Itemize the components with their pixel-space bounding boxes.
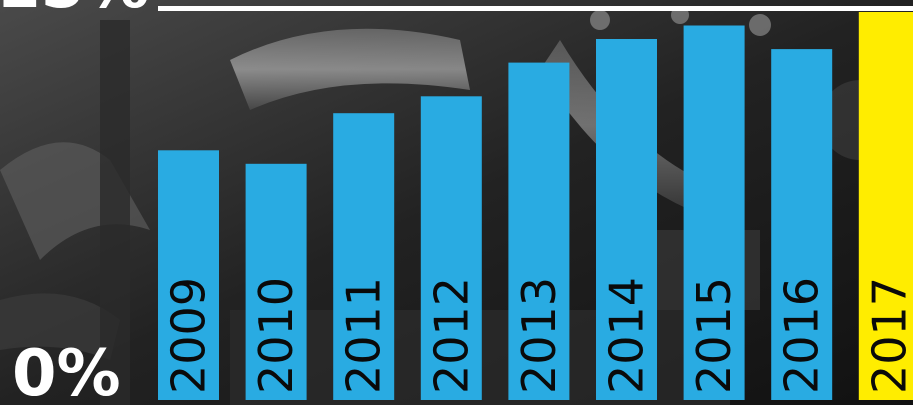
bar-label-2011: 2011 <box>337 277 391 394</box>
bar-2015 <box>683 25 745 400</box>
bar-label-2015: 2015 <box>687 277 741 394</box>
bar-label-2012: 2012 <box>424 277 478 394</box>
bar-label-2013: 2013 <box>512 277 566 394</box>
bar-2010 <box>245 163 307 400</box>
top-axis-rule <box>158 6 913 11</box>
bar-label-2016: 2016 <box>775 277 829 394</box>
bar-2013 <box>508 62 570 400</box>
bar-2016 <box>771 49 833 400</box>
y-axis-min-label: 0% <box>12 337 121 405</box>
bar-label-2014: 2014 <box>600 277 654 394</box>
bar-2009 <box>158 150 219 400</box>
y-axis-max-label: 15% <box>0 0 149 18</box>
bar-2014 <box>596 39 657 400</box>
bar-label-2010: 2010 <box>249 277 303 394</box>
bar-label-2017: 2017 <box>862 277 913 394</box>
bar-2012 <box>420 96 482 401</box>
bar-2017 <box>858 12 913 400</box>
bar-label-2009: 2009 <box>162 277 216 394</box>
bar-2011 <box>333 113 395 400</box>
